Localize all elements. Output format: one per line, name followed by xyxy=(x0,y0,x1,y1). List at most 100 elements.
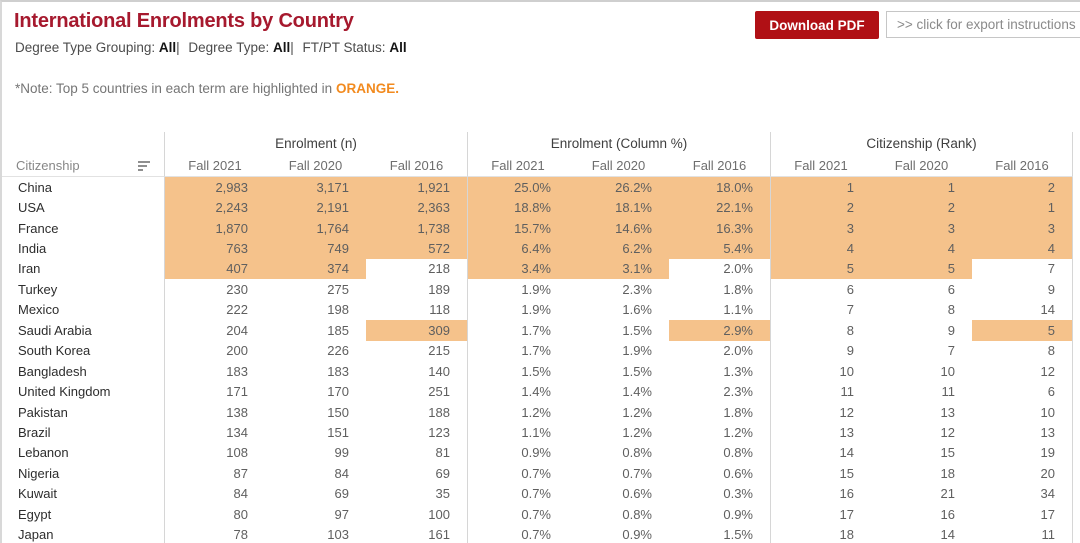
cell-enrolment: 1,921 xyxy=(366,177,467,198)
cell-rank: 11 xyxy=(770,381,871,402)
cell-rank: 18 xyxy=(940,465,955,481)
cell-rank: 12 xyxy=(770,401,871,423)
cell-enrolment: 99 xyxy=(334,445,349,461)
row-label: Japan xyxy=(18,527,54,543)
cell-enrolment: 81 xyxy=(435,445,450,461)
cell-pct: 0.7% xyxy=(467,483,568,504)
cell-pct: 18.1% xyxy=(568,197,669,218)
cell-enrolment: 2,191 xyxy=(265,197,366,218)
cell-rank: 10 xyxy=(972,401,1073,423)
cell-pct: 14.6% xyxy=(568,217,669,239)
cell-pct: 3.4% xyxy=(467,258,568,280)
cell-rank: 15 xyxy=(940,445,955,461)
cell-rank: 14 xyxy=(972,299,1073,321)
cell-enrolment: 749 xyxy=(265,238,366,259)
filter-separator: | xyxy=(290,40,294,55)
export-instructions-link[interactable]: >> click for export instructions xyxy=(886,11,1080,38)
col-header-pct-fall2016: Fall 2016 xyxy=(669,155,770,177)
cell-enrolment: 198 xyxy=(327,302,349,318)
cell-rank: 6 xyxy=(947,281,955,297)
cell-rank: 6 xyxy=(972,381,1073,402)
note-period: . xyxy=(395,81,399,96)
cell-rank: 19 xyxy=(972,442,1073,464)
cell-enrolment: 87 xyxy=(164,463,265,484)
cell-rank: 3 xyxy=(770,217,871,239)
cell-enrolment: 84 xyxy=(334,465,349,481)
cell-rank: 21 xyxy=(940,486,955,502)
filter-value-degree-type: All xyxy=(272,40,291,55)
cell-rank: 13 xyxy=(770,422,871,443)
cell-pct: 1.9% xyxy=(622,343,652,359)
row-label: Pakistan xyxy=(18,404,68,420)
cell-enrolment: 1,738 xyxy=(366,217,467,239)
filter-value-ftpt-status: All xyxy=(389,40,407,55)
cell-pct: 1.8% xyxy=(723,281,753,297)
cell-enrolment: 763 xyxy=(164,238,265,259)
cell-rank: 13 xyxy=(940,404,955,420)
cell-rank: 10 xyxy=(940,363,955,379)
citizenship-column-header[interactable]: Citizenship xyxy=(2,155,164,177)
col-header-n-fall2020: Fall 2020 xyxy=(265,155,366,177)
page-title: International Enrolments by Country xyxy=(14,10,354,32)
cell-enrolment: 183 xyxy=(164,360,265,382)
row-label: Saudi Arabia xyxy=(18,322,92,338)
cell-pct: 3.1% xyxy=(568,258,669,280)
cell-enrolment: 171 xyxy=(164,381,265,402)
row-label: Egypt xyxy=(18,506,52,522)
col-header-rank-fall2021: Fall 2021 xyxy=(770,155,871,177)
cell-pct: 1.8% xyxy=(723,404,753,420)
cell-pct: 1.5% xyxy=(622,363,652,379)
cell-rank: 6 xyxy=(770,279,871,300)
cell-enrolment: 118 xyxy=(429,302,450,318)
filter-label-ftpt-status: FT/PT Status: xyxy=(302,40,386,55)
cell-enrolment: 407 xyxy=(164,258,265,280)
download-pdf-button[interactable]: Download PDF xyxy=(755,11,879,39)
cell-rank: 1 xyxy=(972,197,1073,218)
cell-rank: 4 xyxy=(972,238,1073,259)
cell-pct: 0.3% xyxy=(723,486,753,502)
cell-enrolment: 183 xyxy=(327,363,349,379)
cell-pct: 0.8% xyxy=(723,445,753,461)
cell-pct: 0.9% xyxy=(467,442,568,464)
filter-label-degree-type-grouping: Degree Type Grouping: xyxy=(15,40,156,55)
cell-pct: 18.0% xyxy=(669,177,770,198)
filter-summary: Degree Type Grouping: All| Degree Type: … xyxy=(15,40,407,55)
filter-value-degree-type-grouping: All xyxy=(158,40,177,55)
cell-enrolment: 35 xyxy=(435,486,450,502)
cell-rank: 3 xyxy=(972,217,1073,239)
sort-icon[interactable] xyxy=(138,160,150,171)
cell-rank: 7 xyxy=(972,258,1073,280)
cell-pct: 1.4% xyxy=(622,384,652,400)
note-orange-word: ORANGE xyxy=(335,81,396,96)
cell-pct: 1.1% xyxy=(723,302,753,318)
cell-enrolment: 170 xyxy=(327,384,349,400)
cell-rank: 5 xyxy=(770,258,871,280)
cell-enrolment: 374 xyxy=(265,258,366,280)
group-header-enrolment-pct: Enrolment (Column %) xyxy=(467,132,770,155)
col-header-rank-fall2020: Fall 2020 xyxy=(871,155,972,177)
cell-rank: 12 xyxy=(972,360,1073,382)
cell-pct: 1.5% xyxy=(723,527,753,543)
cell-pct: 1.9% xyxy=(467,299,568,321)
cell-rank: 14 xyxy=(770,442,871,464)
cell-rank: 20 xyxy=(972,463,1073,484)
cell-enrolment: 123 xyxy=(428,424,450,440)
cell-enrolment: 204 xyxy=(164,320,265,341)
highlight-note: *Note: Top 5 countries in each term are … xyxy=(15,81,399,96)
cell-rank: 4 xyxy=(770,238,871,259)
cell-pct: 1.2% xyxy=(622,404,652,420)
row-label: India xyxy=(18,241,47,257)
cell-pct: 1.3% xyxy=(723,363,753,379)
cell-rank: 8 xyxy=(947,302,955,318)
cell-pct: 1.1% xyxy=(467,422,568,443)
cell-rank: 17 xyxy=(770,504,871,525)
cell-pct: 1.6% xyxy=(622,302,652,318)
cell-rank: 11 xyxy=(972,524,1073,543)
cell-pct: 1.2% xyxy=(467,401,568,423)
col-header-pct-fall2021: Fall 2021 xyxy=(467,155,568,177)
row-label: Nigeria xyxy=(18,465,60,481)
cell-enrolment: 140 xyxy=(428,363,450,379)
col-header-rank-fall2016: Fall 2016 xyxy=(972,155,1073,177)
cell-pct: 0.7% xyxy=(622,465,652,481)
cell-pct: 22.1% xyxy=(669,197,770,218)
